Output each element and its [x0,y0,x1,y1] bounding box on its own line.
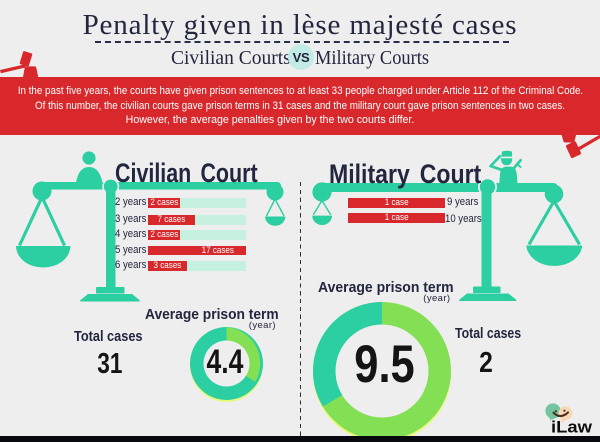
svg-text:iLaw: iLaw [551,418,592,436]
